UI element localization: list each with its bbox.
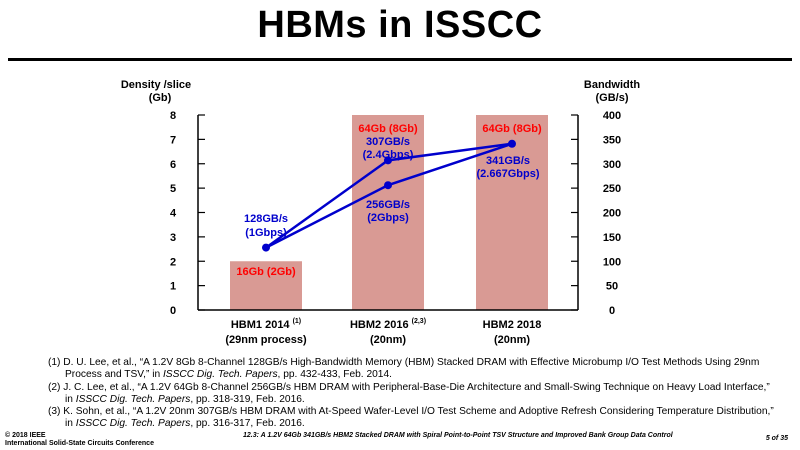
bandwidth-point-p2016b — [384, 181, 392, 190]
references: (1) D. U. Lee, et al., “A 1.2V 8Gb 8-Cha… — [48, 357, 788, 431]
category-sublabel-2: (20nm) — [370, 334, 406, 346]
left-axis-title: Density /slice — [121, 79, 191, 91]
bandwidth-sublabel-p2014: (1Gbps) — [245, 227, 287, 239]
reference-2-line1: (2) J. C. Lee, et al., “A 1.2V 64Gb 8-Ch… — [48, 381, 770, 393]
left-tick-label-4: 4 — [170, 208, 177, 220]
title-rule — [8, 58, 792, 61]
left-tick-label-6: 6 — [170, 159, 176, 171]
category-label-1: HBM1 2014 (1) — [231, 318, 301, 331]
category-sublabel-3: (20nm) — [494, 334, 530, 346]
category-sublabel-1: (29nm process) — [225, 334, 307, 346]
bandwidth-label-p2014: 128GB/s — [244, 213, 288, 225]
right-tick-label-300: 300 — [603, 159, 621, 171]
left-tick-label-2: 2 — [170, 256, 176, 268]
conference-name: International Solid-State Circuits Confe… — [5, 440, 154, 447]
reference-3-line1: (3) K. Sohn, et al., “A 1.2V 20nm 307GB/… — [48, 406, 774, 418]
reference-2-line2: in ISSCC Dig. Tech. Papers, pp. 318-319,… — [65, 393, 305, 405]
right-tick-label-100: 100 — [603, 256, 621, 268]
footer-copyright: © 2018 IEEE International Solid-State Ci… — [5, 432, 154, 448]
right-axis-unit: (GB/s) — [596, 92, 629, 104]
right-tick-label-400: 400 — [603, 110, 621, 122]
reference-2: (2) J. C. Lee, et al., “A 1.2V 64Gb 8-Ch… — [48, 382, 788, 407]
bandwidth-point-p2018 — [508, 139, 516, 148]
reference-1-line1: (1) D. U. Lee, et al., “A 1.2V 8Gb 8-Cha… — [48, 357, 760, 368]
right-tick-label-350: 350 — [603, 134, 621, 146]
footer-paper-title: 12.3: A 1.2V 64Gb 341GB/s HBM2 Stacked D… — [243, 432, 673, 439]
right-tick-label-200: 200 — [603, 208, 621, 220]
right-tick-label-150: 150 — [603, 232, 621, 244]
bandwidth-label-p2018: 341GB/s — [486, 155, 530, 167]
left-tick-label-8: 8 — [170, 110, 176, 122]
left-axis-unit: (Gb) — [149, 92, 172, 104]
category-label-3: HBM2 2018 — [483, 319, 542, 331]
slide-title: HBMs in ISSCC — [257, 4, 543, 46]
bandwidth-sublabel-p2016b: (2Gbps) — [367, 212, 409, 224]
reference-3-line2: in ISSCC Dig. Tech. Papers, pp. 316-317,… — [65, 418, 305, 430]
reference-1-line2: Process and TSV,” in ISSCC Dig. Tech. Pa… — [65, 369, 392, 381]
reference-1: (1) D. U. Lee, et al., “A 1.2V 8Gb 8-Cha… — [48, 357, 788, 382]
left-tick-label-7: 7 — [170, 134, 176, 146]
right-axis-title: Bandwidth — [584, 79, 640, 91]
left-tick-label-3: 3 — [170, 232, 176, 244]
reference-3: (3) K. Sohn, et al., “A 1.2V 20nm 307GB/… — [48, 406, 788, 431]
left-tick-label-5: 5 — [170, 183, 176, 195]
right-tick-label-0: 0 — [609, 305, 615, 317]
page-number: 5 of 35 — [765, 435, 788, 442]
bandwidth-label-p2016b: 256GB/s — [366, 199, 410, 211]
bandwidth-sublabel-p2016a: (2.4Gbps) — [363, 149, 414, 161]
bandwidth-sublabel-p2018: (2.667Gbps) — [477, 168, 540, 180]
density-bar-2 — [352, 115, 424, 310]
density-bar-label-2: 64Gb (8Gb) — [358, 123, 418, 135]
density-bar-1 — [230, 261, 302, 310]
right-tick-label-50: 50 — [606, 281, 618, 293]
density-bar-label-1: 16Gb (2Gb) — [236, 266, 296, 278]
hbm-chart: 0 1 2 3 4 5 6 7 8 0 50 100 150 200 250 300 350 400 Density… — [121, 79, 641, 346]
copyright-text: © 2018 IEEE — [5, 432, 46, 439]
right-tick-label-250: 250 — [603, 183, 621, 195]
density-bar-label-3: 64Gb (8Gb) — [482, 123, 542, 135]
left-tick-label-1: 1 — [170, 281, 176, 293]
bandwidth-label-p2016a: 307GB/s — [366, 136, 410, 148]
category-label-2: HBM2 2016 (2,3) — [350, 318, 426, 331]
bandwidth-point-p2016a — [384, 156, 392, 165]
bandwidth-point-p2014 — [262, 243, 270, 252]
left-tick-label-0: 0 — [170, 305, 176, 317]
